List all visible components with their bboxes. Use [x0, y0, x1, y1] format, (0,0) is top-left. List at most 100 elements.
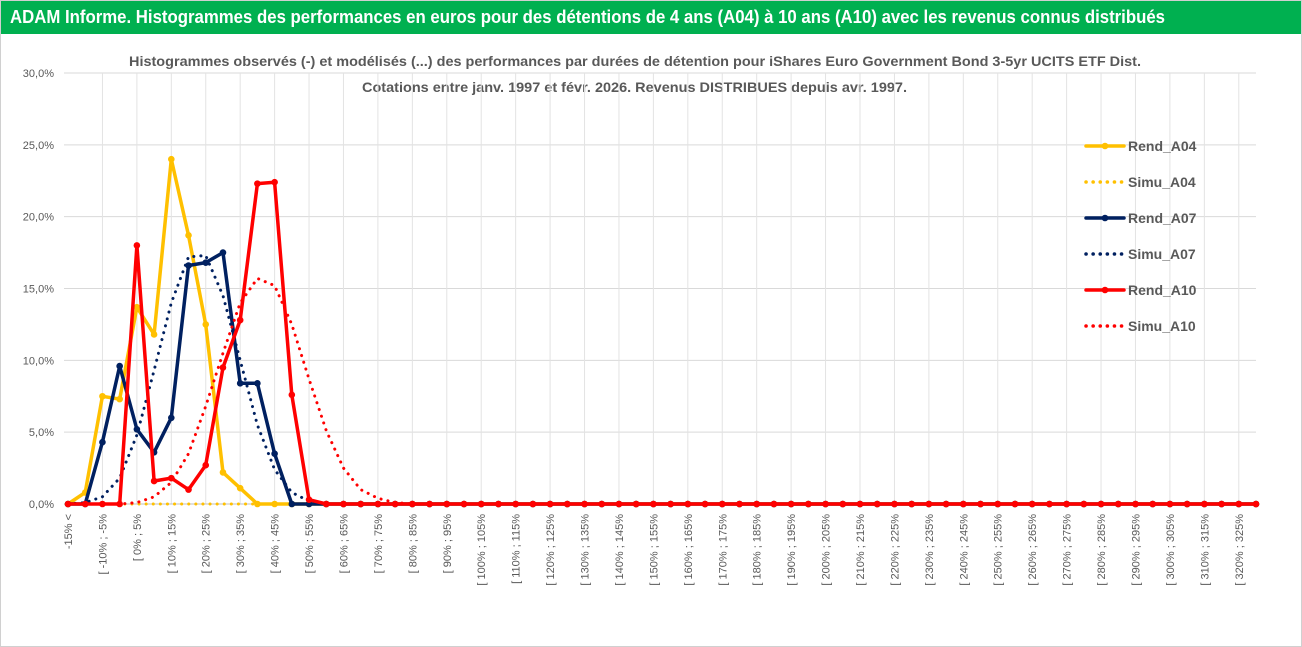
- marker: [374, 500, 382, 508]
- x-tick-label: [ -10% ; -5%: [97, 514, 109, 575]
- marker: [770, 500, 778, 508]
- x-tick-label: [ 120% ; 125%: [545, 514, 557, 586]
- y-tick-label: 15,0%: [23, 284, 54, 296]
- marker: [81, 500, 89, 508]
- marker: [168, 414, 175, 422]
- x-tick-label: [ 230% ; 235%: [924, 514, 936, 586]
- marker: [1149, 500, 1156, 508]
- marker: [357, 500, 364, 508]
- x-tick-label: [ 200% ; 205%: [821, 514, 833, 586]
- marker: [116, 362, 123, 370]
- marker: [1063, 500, 1070, 508]
- legend-label: Simu_A10: [1128, 318, 1196, 334]
- x-tick-label: [ 10% ; 15%: [166, 514, 178, 574]
- x-tick-label: [ 190% ; 195%: [786, 514, 798, 586]
- header-title: ADAM Informe. Histogrammes des performan…: [10, 7, 1165, 27]
- marker: [1183, 500, 1191, 508]
- x-tick-label: [ 320% ; 325%: [1234, 514, 1246, 586]
- observed-line: [66, 180, 1258, 506]
- marker: [185, 262, 192, 269]
- marker: [977, 500, 984, 508]
- marker: [650, 500, 657, 508]
- marker: [236, 380, 244, 387]
- x-tick-label: [ 310% ; 315%: [1199, 514, 1211, 586]
- marker: [1218, 500, 1225, 508]
- marker: [322, 500, 330, 508]
- marker: [942, 500, 950, 508]
- marker: [305, 496, 313, 503]
- marker: [615, 500, 623, 508]
- marker: [133, 242, 141, 249]
- marker: [564, 500, 571, 508]
- marker: [1028, 500, 1036, 508]
- x-tick-label: [ 250% ; 255%: [993, 514, 1005, 586]
- marker: [1097, 500, 1105, 508]
- x-tick-label: [ 150% ; 155%: [648, 514, 660, 586]
- x-tick-label: [ 80% ; 85%: [407, 514, 419, 574]
- marker: [168, 155, 175, 163]
- marker: [1252, 500, 1260, 508]
- x-tick-label: [ 300% ; 305%: [1165, 514, 1177, 586]
- marker: [1132, 500, 1139, 508]
- marker: [822, 500, 829, 508]
- marker: [856, 500, 864, 508]
- x-tick-label: [ 110% ; 115%: [511, 514, 523, 584]
- x-tick-label: [ 50% ; 55%: [304, 514, 316, 574]
- marker: [460, 500, 468, 508]
- x-tick-label: [ 0% ; 5%: [132, 514, 144, 561]
- x-tick-label: [ 280% ; 285%: [1096, 514, 1108, 586]
- x-tick-label: [ 30% ; 35%: [235, 514, 247, 574]
- model-line: [66, 276, 1258, 506]
- x-tick-label: [ 20% ; 25%: [201, 514, 213, 574]
- marker: [219, 249, 227, 256]
- x-tick-label: [ 130% ; 135%: [580, 514, 592, 586]
- y-tick-label: 25,0%: [23, 140, 54, 152]
- legend-label: Rend_A10: [1128, 282, 1197, 298]
- marker: [891, 500, 898, 508]
- marker: [236, 316, 244, 324]
- legend-label: Simu_A04: [1128, 174, 1196, 190]
- marker: [254, 380, 261, 387]
- x-tick-label: [ 260% ; 265%: [1027, 514, 1039, 586]
- legend-marker: [1101, 286, 1109, 294]
- marker: [150, 477, 158, 485]
- x-tick-label: [ 290% ; 295%: [1130, 514, 1142, 586]
- x-tick-label: [ 60% ; 65%: [338, 514, 350, 574]
- x-tick-label: [ 220% ; 225%: [889, 514, 901, 586]
- chart-subtitle: Cotations entre janv. 1997 et févr. 2026…: [362, 79, 907, 95]
- x-tick-label: [ 170% ; 175%: [717, 514, 729, 586]
- x-tick-label: [ 100% ; 105%: [476, 514, 488, 586]
- marker: [202, 321, 210, 328]
- marker: [443, 500, 451, 508]
- marker: [99, 392, 106, 400]
- marker: [1011, 500, 1019, 508]
- marker: [202, 461, 210, 469]
- marker: [495, 500, 502, 508]
- marker: [116, 500, 123, 508]
- x-tick-label: [ 240% ; 245%: [958, 514, 970, 586]
- y-tick-label: 10,0%: [23, 355, 54, 367]
- x-tick-label: [ 40% ; 45%: [270, 514, 282, 574]
- marker: [581, 500, 588, 508]
- x-tick-label: [ 70% ; 75%: [373, 514, 385, 574]
- marker: [736, 500, 743, 508]
- marker: [133, 303, 141, 311]
- marker: [271, 178, 278, 186]
- legend-label: Simu_A07: [1128, 246, 1196, 262]
- legend-label: Rend_A04: [1128, 138, 1197, 154]
- marker: [219, 469, 227, 476]
- x-tick-label: [ 160% ; 165%: [683, 514, 695, 586]
- legend-label: Rend_A07: [1128, 210, 1197, 226]
- marker: [340, 500, 347, 508]
- x-tick-label: [ 140% ; 145%: [614, 514, 626, 586]
- legend-marker: [1101, 142, 1109, 150]
- header-bar: [1, 1, 1301, 34]
- marker: [236, 484, 244, 492]
- marker: [185, 232, 192, 239]
- marker: [409, 500, 416, 508]
- y-tick-label: 0,0%: [29, 499, 54, 511]
- marker: [925, 500, 933, 508]
- marker: [116, 395, 123, 403]
